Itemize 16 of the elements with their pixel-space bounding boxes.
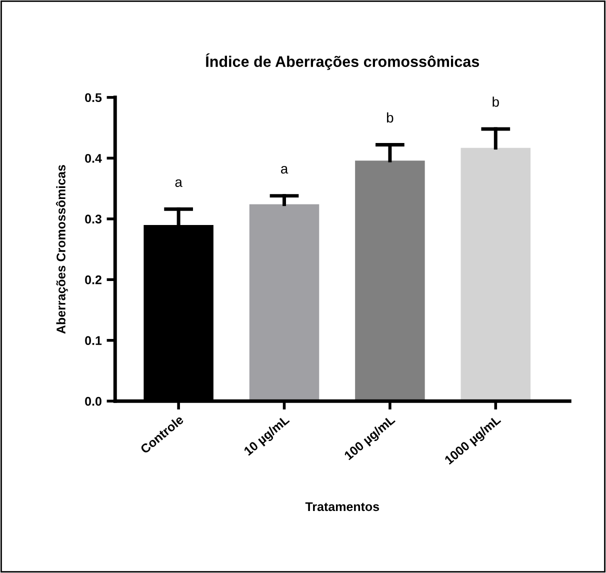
y-tick-label: 0.1 xyxy=(85,336,102,346)
y-tick-label: 0.2 xyxy=(85,275,102,284)
data-label: a xyxy=(280,166,288,174)
data-label: b xyxy=(492,96,499,107)
x-axis-title: Tratamentos xyxy=(305,502,380,512)
bar xyxy=(355,160,425,402)
bar xyxy=(460,148,531,402)
data-label: a xyxy=(175,179,182,187)
y-axis-title: Aberrações Cromossômicas xyxy=(56,165,68,334)
chart-title: Índice de Aberrações cromossômicas xyxy=(206,53,480,70)
data-label: b xyxy=(386,112,394,123)
y-tick-label: 0.3 xyxy=(85,214,102,224)
y-tick-label: 0.0 xyxy=(85,396,102,406)
bar xyxy=(249,204,320,402)
y-tick-label: 0.5 xyxy=(85,93,102,102)
y-tick-label: 0.4 xyxy=(85,154,102,163)
